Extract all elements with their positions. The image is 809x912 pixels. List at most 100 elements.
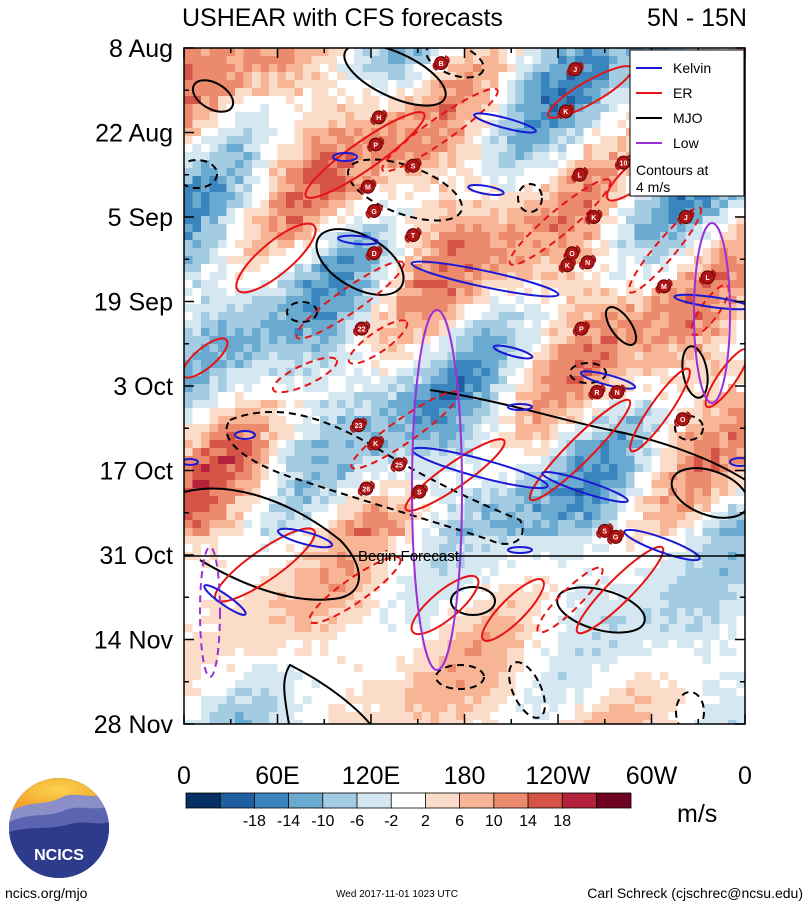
field-cell [507, 368, 517, 377]
field-cell [311, 128, 321, 137]
field-cell [371, 48, 381, 57]
field-cell [651, 248, 661, 257]
field-cell [294, 360, 304, 369]
field-cell [558, 320, 568, 329]
field-cell [218, 64, 228, 73]
field-cell [694, 600, 704, 609]
field-cell [218, 480, 228, 489]
field-cell [294, 624, 304, 633]
field-cell [558, 240, 568, 249]
field-cell [447, 576, 457, 585]
field-cell [294, 472, 304, 481]
field-cell [447, 584, 457, 593]
field-cell [498, 480, 508, 489]
field-cell [524, 560, 534, 569]
field-cell [328, 592, 338, 601]
field-cell [719, 608, 729, 617]
field-cell [719, 424, 729, 433]
field-cell [320, 112, 330, 121]
field-cell [473, 416, 483, 425]
field-cell [481, 104, 491, 113]
field-cell [303, 56, 313, 65]
field-cell [303, 96, 313, 105]
field-cell [490, 248, 500, 257]
field-cell [439, 88, 449, 97]
field-cell [379, 128, 389, 137]
field-cell [626, 536, 636, 545]
field-cell [643, 328, 653, 337]
field-cell [524, 104, 534, 113]
field-cell [413, 208, 423, 217]
field-cell [439, 592, 449, 601]
field-cell [286, 184, 296, 193]
field-cell [736, 488, 745, 497]
field-cell [490, 432, 500, 441]
field-cell [447, 256, 457, 265]
field-cell [609, 104, 619, 113]
field-cell [549, 480, 559, 489]
field-cell [277, 232, 287, 241]
field-cell [345, 120, 355, 129]
field-cell [634, 616, 644, 625]
field-cell [464, 160, 474, 169]
field-cell [668, 448, 678, 457]
field-cell [566, 120, 576, 129]
field-cell [498, 592, 508, 601]
field-cell [677, 568, 687, 577]
field-cell [320, 192, 330, 201]
field-cell [362, 128, 372, 137]
field-cell [541, 320, 551, 329]
field-cell [388, 512, 398, 521]
field-cell [651, 464, 661, 473]
field-cell [413, 520, 423, 529]
field-cell [277, 600, 287, 609]
field-cell [218, 208, 228, 217]
field-cell [447, 408, 457, 417]
field-cell [651, 392, 661, 401]
field-cell [243, 560, 253, 569]
field-cell [218, 640, 228, 649]
field-cell [430, 408, 440, 417]
field-cell [345, 440, 355, 449]
field-cell [218, 608, 228, 617]
field-cell [660, 360, 670, 369]
field-cell [583, 88, 593, 97]
field-cell [388, 80, 398, 89]
field-cell [711, 224, 721, 233]
field-cell [481, 408, 491, 417]
field-cell [362, 56, 372, 65]
field-cell [379, 336, 389, 345]
field-cell [592, 496, 602, 505]
field-cell [413, 424, 423, 433]
field-cell [311, 400, 321, 409]
field-cell [515, 608, 525, 617]
field-cell [592, 624, 602, 633]
field-cell [345, 392, 355, 401]
field-cell [481, 48, 491, 57]
field-cell [294, 272, 304, 281]
field-cell [524, 368, 534, 377]
field-cell [192, 176, 202, 185]
field-cell [252, 392, 262, 401]
field-cell [260, 616, 270, 625]
field-cell [541, 96, 551, 105]
field-cell [371, 392, 381, 401]
field-cell [515, 136, 525, 145]
field-cell [736, 440, 745, 449]
field-cell [422, 232, 432, 241]
field-cell [269, 256, 279, 265]
field-cell [566, 384, 576, 393]
field-cell [260, 176, 270, 185]
field-cell [277, 104, 287, 113]
field-cell [252, 200, 262, 209]
field-cell [201, 64, 211, 73]
field-cell [362, 48, 372, 57]
field-cell [252, 528, 262, 537]
field-cell [566, 48, 576, 57]
field-cell [711, 608, 721, 617]
field-cell [660, 584, 670, 593]
field-cell [252, 320, 262, 329]
field-cell [541, 336, 551, 345]
field-cell [184, 592, 194, 601]
field-cell [532, 72, 542, 81]
